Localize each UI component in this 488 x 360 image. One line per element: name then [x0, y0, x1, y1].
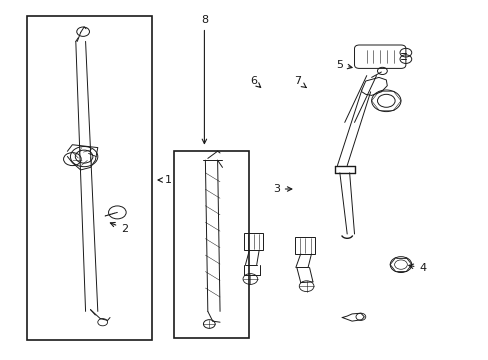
Text: 1: 1 — [158, 175, 172, 185]
Bar — [173, 151, 249, 338]
Text: 7: 7 — [293, 76, 305, 87]
Bar — [294, 237, 315, 254]
Bar — [27, 16, 151, 340]
Text: 6: 6 — [249, 76, 260, 87]
Text: 5: 5 — [336, 60, 351, 70]
Text: 3: 3 — [272, 184, 291, 194]
Text: 4: 4 — [408, 263, 426, 273]
Text: 8: 8 — [201, 15, 207, 144]
Text: 2: 2 — [110, 222, 128, 234]
Bar — [243, 233, 263, 250]
